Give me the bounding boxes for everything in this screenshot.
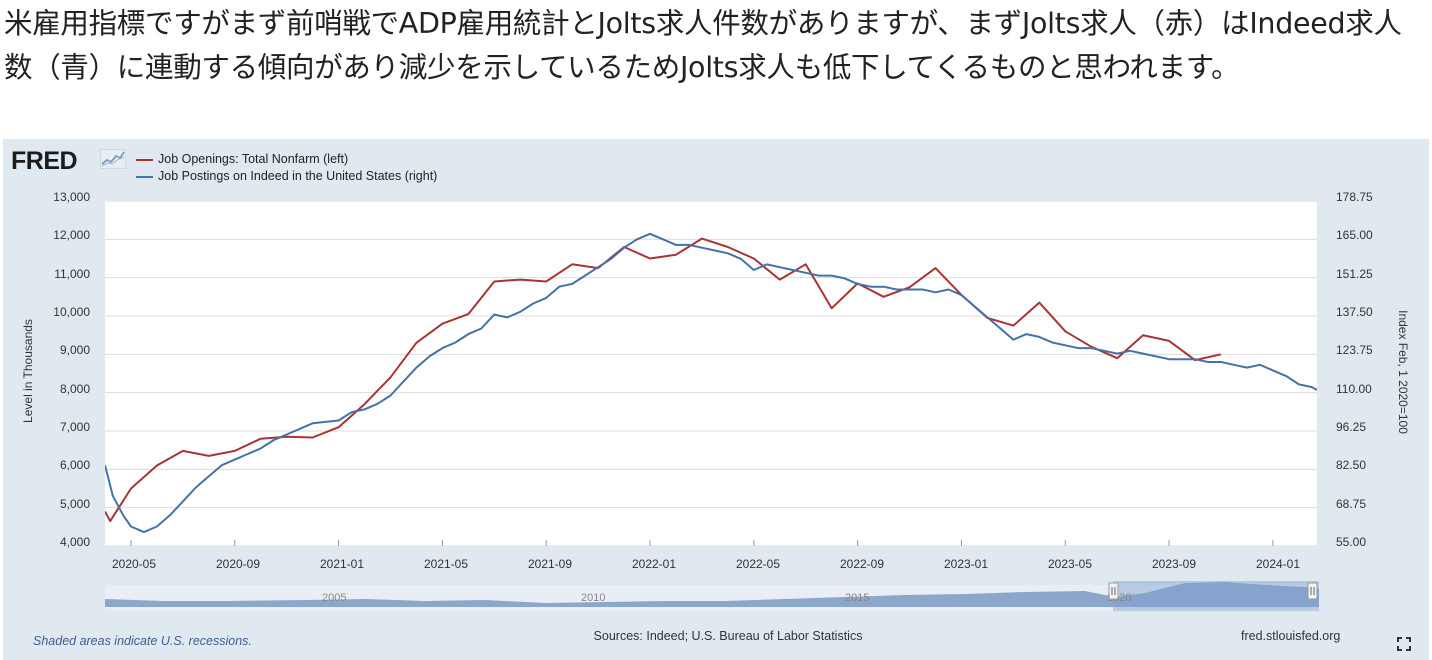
fred-chart-panel: FRED Job Openings: Total Nonfarm (left) … (3, 139, 1429, 660)
x-tick: 2022-01 (631, 557, 677, 571)
fred-logo-graph-icon (100, 149, 126, 169)
y-right-tick: 137.50 (1336, 305, 1373, 319)
y-right-tick: 178.75 (1336, 190, 1373, 204)
y-right-tick: 55.00 (1336, 535, 1367, 549)
fullscreen-icon[interactable] (1396, 636, 1412, 652)
x-tick: 2022-05 (735, 557, 781, 571)
y-left-tick: 12,000 (53, 228, 90, 243)
x-tick: 2023-09 (1151, 557, 1197, 571)
chart-legend: Job Openings: Total Nonfarm (left) Job P… (136, 151, 437, 185)
x-tick: 2020-05 (111, 557, 157, 571)
series-line-indeed-postings[interactable] (104, 232, 1318, 534)
recession-note: Shaded areas indicate U.S. recessions. (33, 634, 252, 648)
y-left-tick: 7,000 (59, 420, 90, 434)
x-tick: 2023-05 (1047, 557, 1093, 571)
x-tick: 2021-01 (319, 557, 365, 571)
y-right-tick: 68.75 (1336, 496, 1367, 511)
x-tick: 2023-01 (943, 557, 989, 571)
y-left-tick: 6,000 (59, 458, 90, 473)
y-left-tick: 4,000 (59, 535, 90, 549)
y-right-tick: 96.25 (1336, 420, 1367, 434)
x-tick: 2021-05 (423, 557, 469, 571)
y-left-tick: 10,000 (53, 305, 90, 319)
y-left-axis-title: Level in Thousands (21, 319, 35, 423)
legend-item-job-openings[interactable]: Job Openings: Total Nonfarm (left) (136, 151, 437, 168)
y-right-tick: 165.00 (1336, 228, 1373, 243)
y-left-tick: 9,000 (59, 343, 90, 358)
x-tick: 2021-09 (527, 557, 573, 571)
legend-swatch-red (136, 159, 153, 161)
legend-item-indeed-postings[interactable]: Job Postings on Indeed in the United Sta… (136, 168, 437, 185)
y-left-tick: 5,000 (59, 496, 90, 511)
sources-text: Sources: Indeed; U.S. Bureau of Labor St… (593, 629, 863, 643)
navigator-right-handle[interactable] (1307, 582, 1318, 600)
navigator-label: 2015 (845, 592, 869, 604)
navigator-series-area (105, 582, 1319, 607)
legend-swatch-blue (136, 176, 153, 178)
y-left-tick: 13,000 (53, 190, 90, 204)
y-right-tick: 110.00 (1336, 381, 1372, 396)
x-tick: 2022-09 (839, 557, 885, 571)
legend-label: Job Openings: Total Nonfarm (left) (158, 152, 349, 166)
plot-svg (104, 200, 1318, 547)
y-left-tick: 11,000 (54, 266, 90, 281)
navigator-label: 2005 (322, 592, 346, 604)
legend-label: Job Postings on Indeed in the United Sta… (158, 169, 438, 183)
navigator-selected-range[interactable] (1113, 581, 1319, 611)
y-left-tick: 8,000 (59, 381, 90, 396)
fred-site-link[interactable]: fred.stlouisfed.org (1241, 629, 1341, 643)
y-right-tick: 151.25 (1336, 266, 1373, 281)
navigator-label: 2010 (581, 592, 605, 604)
navigator-left-handle[interactable] (1108, 582, 1119, 600)
x-tick: 2020-09 (215, 557, 261, 571)
range-navigator[interactable]: 2005 2010 2015 2020 (105, 579, 1319, 613)
x-tick: 2024-01 (1255, 557, 1301, 571)
post-headline: 米雇用指標ですがまず前哨戦でADP雇用統計とJolts求人件数がありますが、まず… (4, 7, 1402, 84)
series-line-job-openings[interactable] (104, 237, 1222, 523)
y-right-tick: 123.75 (1336, 343, 1373, 358)
fred-logo[interactable]: FRED (11, 147, 78, 175)
plot-area[interactable] (104, 200, 1318, 547)
y-right-tick: 82.50 (1336, 458, 1367, 473)
y-right-axis-title: Index Feb, 1 2020=100 (1396, 310, 1410, 434)
